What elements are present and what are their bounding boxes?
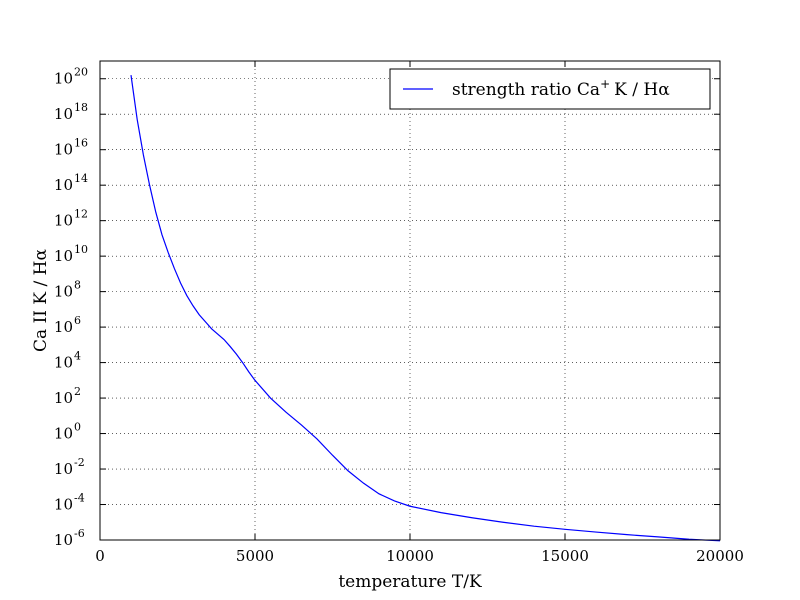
x-tick-label: 0 bbox=[95, 547, 105, 565]
y-tick-label-exponent: -6 bbox=[74, 527, 85, 540]
series-line bbox=[130, 75, 721, 542]
y-axis-title: Ca II K / Hα bbox=[31, 249, 51, 352]
y-tick-label-exponent: 0 bbox=[74, 421, 81, 434]
y-tick-label-exponent: 6 bbox=[74, 314, 81, 327]
y-tick-label-exponent: 10 bbox=[74, 243, 88, 256]
y-tick-label: 10 bbox=[54, 354, 73, 372]
x-tick-label: 20000 bbox=[696, 547, 744, 565]
y-tick-label-exponent: 12 bbox=[74, 208, 88, 221]
y-tick-label: 10 bbox=[54, 105, 73, 123]
legend-entry-label: strength ratio Ca+ K / Hα bbox=[452, 77, 670, 100]
y-tick-label: 10 bbox=[54, 141, 73, 159]
y-tick-label: 10 bbox=[54, 425, 73, 443]
y-tick-label-exponent: 20 bbox=[74, 66, 88, 79]
axis-ticks bbox=[99, 61, 721, 541]
y-tick-label-exponent: -2 bbox=[74, 456, 85, 469]
y-tick-label: 10 bbox=[54, 70, 73, 88]
y-tick-label: 10 bbox=[54, 283, 73, 301]
legend-label-pre: strength ratio Ca bbox=[452, 80, 600, 100]
grid bbox=[100, 61, 720, 540]
x-tick-labels: 0 5000 10000 15000 20000 bbox=[95, 547, 744, 565]
x-tick-label: 10000 bbox=[386, 547, 434, 565]
y-tick-label-exponent: 18 bbox=[74, 101, 88, 114]
legend: strength ratio Ca+ K / Hα bbox=[389, 68, 711, 110]
legend-box bbox=[389, 68, 711, 110]
y-tick-label: 10 bbox=[54, 496, 73, 514]
y-tick-label-exponent: -4 bbox=[74, 492, 85, 505]
x-axis-title: temperature T/K bbox=[338, 572, 482, 592]
y-tick-label: 10 bbox=[54, 460, 73, 478]
legend-label-sup: + bbox=[600, 77, 610, 91]
y-tick-label: 10 bbox=[54, 531, 73, 549]
y-tick-label: 10 bbox=[54, 212, 73, 230]
y-tick-label-exponent: 4 bbox=[74, 350, 81, 363]
legend-label-post: K / Hα bbox=[614, 80, 670, 100]
series-layer bbox=[130, 75, 721, 542]
y-tick-label: 10 bbox=[54, 247, 73, 265]
y-tick-label: 10 bbox=[54, 176, 73, 194]
y-tick-label-exponent: 2 bbox=[74, 385, 81, 398]
y-tick-label-exponent: 8 bbox=[74, 279, 81, 292]
x-tick-label: 5000 bbox=[236, 547, 274, 565]
y-tick-label: 10 bbox=[54, 389, 73, 407]
y-tick-label-exponent: 16 bbox=[74, 137, 88, 150]
y-tick-label: 10 bbox=[54, 318, 73, 336]
y-tick-label-exponent: 14 bbox=[74, 172, 88, 185]
x-tick-label: 15000 bbox=[541, 547, 589, 565]
